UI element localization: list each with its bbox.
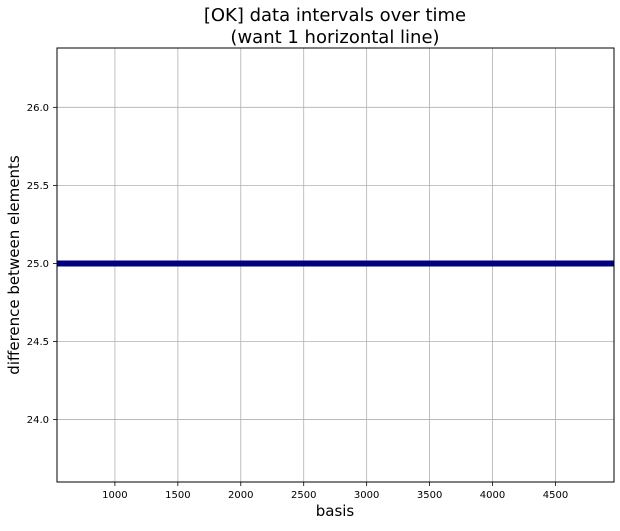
x-tick-label: 3000 [354,490,379,501]
x-axis-label: basis [316,502,355,520]
y-axis-label: difference between elements [5,155,23,375]
x-ticks: 1000 1500 2000 2500 3000 3500 4000 4500 [102,482,568,501]
y-ticks: 24.0 24.5 25.0 25.5 26.0 [27,103,57,426]
y-tick-label: 25.5 [27,181,49,192]
x-tick-label: 2500 [291,490,316,501]
y-tick-label: 24.0 [27,415,49,426]
chart-title-line-1: [OK] data intervals over time [204,5,466,26]
x-tick-label: 1000 [102,490,127,501]
chart-title-line-2: (want 1 horizontal line) [230,27,439,48]
plot-frame [56,47,615,483]
y-tick-label: 24.5 [27,337,49,348]
x-tick-label: 4000 [480,490,505,501]
x-tick-label: 1500 [165,490,190,501]
y-tick-label: 26.0 [27,103,49,114]
x-tick-label: 4500 [543,490,568,501]
y-tick-label: 25.0 [27,259,49,270]
x-tick-label: 3500 [417,490,442,501]
x-tick-label: 2000 [228,490,253,501]
